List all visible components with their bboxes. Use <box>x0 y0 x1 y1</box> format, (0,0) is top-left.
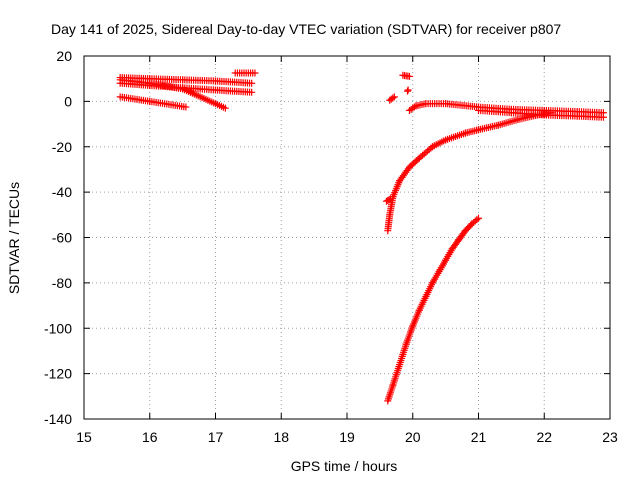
x-tick-label: 15 <box>76 429 92 445</box>
data-point <box>221 104 229 112</box>
data-point <box>248 88 256 96</box>
y-tick-label: 20 <box>56 48 72 64</box>
x-tick-label: 16 <box>142 429 158 445</box>
y-tick-label: -40 <box>52 184 72 200</box>
data-point <box>410 103 418 111</box>
y-tick-label: -120 <box>44 366 72 382</box>
data-point <box>251 69 259 77</box>
series-mid-pass <box>384 109 555 235</box>
series-dots-20h <box>386 71 413 104</box>
x-tick-label: 22 <box>536 429 552 445</box>
y-tick-label: -20 <box>52 139 72 155</box>
x-tick-label: 19 <box>339 429 355 445</box>
data-point <box>427 144 435 152</box>
series-band-a <box>116 74 256 87</box>
series-band-d <box>116 93 190 111</box>
data-point <box>248 79 256 87</box>
y-tick-label: -60 <box>52 230 72 246</box>
data-point <box>404 86 412 94</box>
data-point <box>386 195 394 203</box>
data-point <box>547 109 555 117</box>
x-axis-title: GPS time / hours <box>291 458 398 474</box>
chart-title: Day 141 of 2025, Sidereal Day-to-day VTE… <box>51 21 561 37</box>
data-point <box>390 93 398 101</box>
data-point <box>182 103 190 111</box>
y-tick-label: 0 <box>64 93 72 109</box>
data-point <box>389 94 397 102</box>
series-band-e <box>231 69 259 77</box>
y-tick-label: -140 <box>44 411 72 427</box>
data-point <box>405 72 413 80</box>
data-point <box>473 216 481 224</box>
series-band-c <box>116 76 229 112</box>
series-mid-pass-stub <box>382 195 394 205</box>
y-axis-title: SDTVAR / TECUs <box>6 182 22 294</box>
x-tick-label: 23 <box>602 429 618 445</box>
tick-layer: 15 16 17 18 19 20 21 22 23 -140 -120 -100 -80 -60 -40 -… <box>44 48 618 445</box>
x-tick-label: 17 <box>208 429 224 445</box>
data-point <box>475 214 482 222</box>
data-point <box>599 113 607 121</box>
y-tick-label: -100 <box>44 320 72 336</box>
data-point <box>403 87 411 95</box>
data-layer <box>116 69 607 405</box>
x-tick-label: 20 <box>405 429 421 445</box>
x-tick-label: 21 <box>471 429 487 445</box>
data-point <box>385 196 393 204</box>
x-tick-label: 18 <box>273 429 289 445</box>
y-tick-label: -80 <box>52 275 72 291</box>
series-low-pass <box>384 214 482 405</box>
